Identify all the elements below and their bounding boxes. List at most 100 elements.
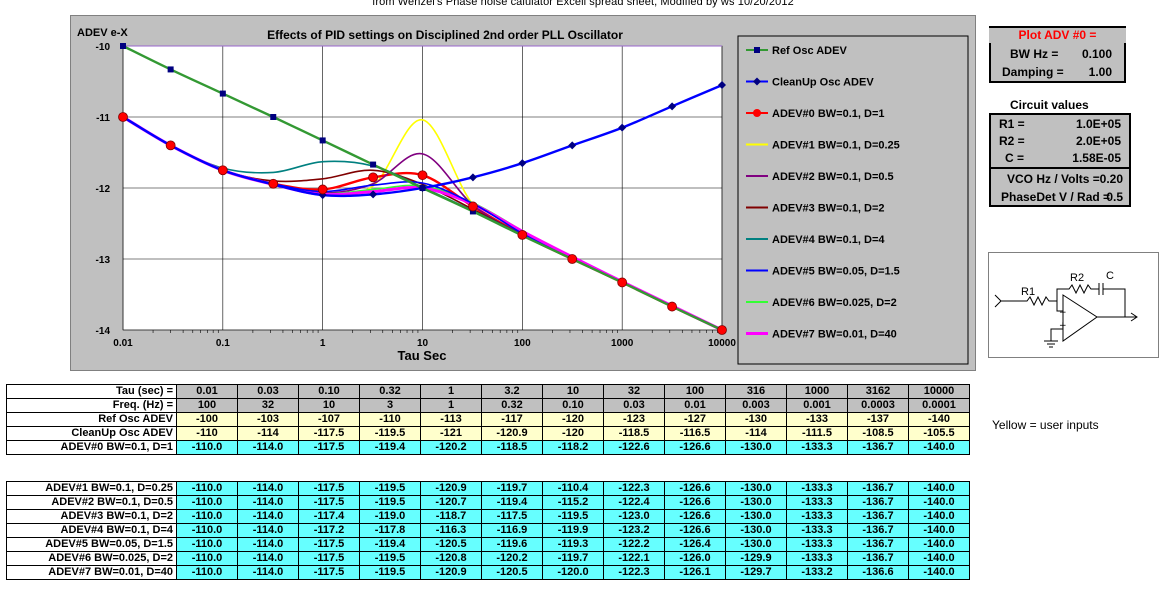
table-cell: -114.0 bbox=[237, 440, 299, 455]
table-cell[interactable]: -110 bbox=[359, 412, 421, 427]
table-cell[interactable]: -107 bbox=[298, 412, 360, 427]
table-cell[interactable]: -117.5 bbox=[298, 426, 360, 441]
svg-text:−: − bbox=[1059, 308, 1067, 318]
table-cell[interactable]: -120.9 bbox=[481, 426, 543, 441]
table-cell: -117.5 bbox=[298, 537, 360, 552]
y-tick-label: -10 bbox=[96, 42, 111, 53]
table-cell[interactable]: -100 bbox=[176, 412, 238, 427]
table-cell: -117.8 bbox=[359, 523, 421, 538]
r1-label: R1 = bbox=[999, 117, 1025, 131]
legend-label: ADEV#6 BW=0.025, D=2 bbox=[772, 297, 897, 309]
table-cell: -115.2 bbox=[542, 495, 604, 510]
table-cell: -130.0 bbox=[725, 509, 787, 524]
data-point bbox=[417, 170, 428, 181]
table-cell: -118.5 bbox=[481, 440, 543, 455]
table-cell: -120.8 bbox=[420, 551, 482, 566]
table-cell: -114.0 bbox=[237, 509, 299, 524]
ground-icon bbox=[1044, 340, 1058, 348]
table-cell: -133.3 bbox=[786, 537, 848, 552]
table-cell[interactable]: -133 bbox=[786, 412, 848, 427]
table-cell: -122.2 bbox=[603, 537, 665, 552]
table-cell[interactable]: -105.5 bbox=[908, 426, 970, 441]
table-cell: -136.7 bbox=[847, 440, 909, 455]
table-cell[interactable]: -140 bbox=[908, 412, 970, 427]
table-cell: 0.0001 bbox=[908, 398, 970, 413]
table-cell: -120.5 bbox=[481, 565, 543, 580]
table-cell: 3.2 bbox=[481, 384, 543, 399]
legend-item: CleanUp Osc ADEV bbox=[746, 77, 874, 89]
table-cell[interactable]: -123 bbox=[603, 412, 665, 427]
table-cell[interactable]: -119.5 bbox=[359, 426, 421, 441]
table-row: CleanUp Osc ADEV -110 -114 -117.5 -119.5 -121… bbox=[6, 426, 970, 441]
table-cell: 1000 bbox=[786, 384, 848, 399]
table-cell: 1 bbox=[420, 398, 482, 413]
damping-value[interactable]: 1.00 bbox=[1088, 65, 1112, 79]
table-cell[interactable]: -114 bbox=[237, 426, 299, 441]
table-cell[interactable]: -114 bbox=[725, 426, 787, 441]
table-cell[interactable]: -118.5 bbox=[603, 426, 665, 441]
table-cell[interactable]: -130 bbox=[725, 412, 787, 427]
chart-title: Effects of PID settings on Disciplined 2… bbox=[267, 28, 623, 42]
title-background bbox=[249, 24, 641, 44]
legend-marker bbox=[754, 47, 760, 53]
data-point bbox=[369, 190, 378, 199]
c-label: C = bbox=[1005, 151, 1025, 165]
table-cell[interactable]: -116.5 bbox=[664, 426, 726, 441]
table-cell[interactable]: -108.5 bbox=[847, 426, 909, 441]
table-cell[interactable]: -110 bbox=[176, 426, 238, 441]
table-cell: -140.0 bbox=[908, 440, 970, 455]
table-cell[interactable]: -103 bbox=[237, 412, 299, 427]
table-cell[interactable]: -127 bbox=[664, 412, 726, 427]
table-cell: -122.1 bbox=[603, 551, 665, 566]
table-cell: -133.3 bbox=[786, 481, 848, 496]
adev-results-table: ADEV#1 BW=0.1, D=0.25 -110.0 -114.0 -117.5-… bbox=[6, 481, 970, 580]
table-cell: -117.5 bbox=[298, 440, 360, 455]
table-cell: -126.0 bbox=[664, 551, 726, 566]
legend-item: Ref Osc ADEV bbox=[746, 45, 847, 57]
row-label: ADEV#5 BW=0.05, D=1.5 bbox=[6, 537, 177, 552]
damping-row: Damping = 1.00 bbox=[991, 64, 1124, 81]
r2-value[interactable]: 2.0E+05 bbox=[1075, 134, 1121, 148]
table-cell[interactable]: -121 bbox=[420, 426, 482, 441]
table-cell: 1 bbox=[420, 384, 482, 399]
table-cell: -140.0 bbox=[908, 509, 970, 524]
table-cell[interactable]: -117 bbox=[481, 412, 543, 427]
data-point bbox=[468, 173, 477, 182]
table-cell[interactable]: -111.5 bbox=[786, 426, 848, 441]
table-cell[interactable]: -120 bbox=[542, 426, 604, 441]
table-cell: -119.4 bbox=[359, 440, 421, 455]
table-cell[interactable]: -113 bbox=[420, 412, 482, 427]
circuit-title: Circuit values bbox=[1010, 98, 1089, 112]
phasedet-value[interactable]: 0.5 bbox=[1106, 190, 1123, 204]
table-row: Ref Osc ADEV -100 -103 -107 -110 -113 -117 -120… bbox=[6, 412, 970, 427]
adev-chart: 0.01 0.1 1 10 100 1000 10000 -10 -11 -12 -13 -14 ADE… bbox=[77, 24, 969, 365]
table-cell: -129.9 bbox=[725, 551, 787, 566]
table-cell: -110.0 bbox=[176, 509, 238, 524]
data-point bbox=[268, 178, 279, 189]
data-point bbox=[568, 141, 577, 150]
table-cell: -140.0 bbox=[908, 481, 970, 496]
table-cell: -133.3 bbox=[786, 509, 848, 524]
legend-item: ADEV#3 BW=0.1, D=2 bbox=[746, 203, 885, 215]
table-cell: -119.4 bbox=[359, 537, 421, 552]
table-cell: -120.0 bbox=[542, 565, 604, 580]
r1-value[interactable]: 1.0E+05 bbox=[1075, 117, 1121, 131]
table-cell: -129.7 bbox=[725, 565, 787, 580]
rc-values-box: R1 = 1.0E+05 R2 = 2.0E+05 C = 1.58E-05 bbox=[989, 113, 1131, 169]
legend-label: Ref Osc ADEV bbox=[772, 45, 847, 57]
r2-schem-label: R2 bbox=[1070, 272, 1084, 284]
table-cell: -117.5 bbox=[298, 565, 360, 580]
table-cell: -110.0 bbox=[176, 551, 238, 566]
table-row: ADEV#2 BW=0.1, D=0.5 -110.0 -114.0 -117.5 -1… bbox=[6, 495, 970, 510]
vco-value[interactable]: 0.20 bbox=[1099, 172, 1123, 186]
table-row: ADEV#7 BW=0.01, D=40 -110.0 -114.0 -117.5 -1… bbox=[6, 565, 970, 580]
table-cell: -118.2 bbox=[542, 440, 604, 455]
data-point bbox=[617, 277, 628, 288]
table-cell[interactable]: -120 bbox=[542, 412, 604, 427]
y-tick-label: -14 bbox=[96, 326, 111, 337]
data-point bbox=[368, 172, 378, 183]
bw-value[interactable]: 0.100 bbox=[1081, 47, 1112, 61]
c-value[interactable]: 1.58E-05 bbox=[1072, 151, 1121, 165]
table-cell[interactable]: -137 bbox=[847, 412, 909, 427]
y-tick-label: -13 bbox=[96, 255, 111, 266]
